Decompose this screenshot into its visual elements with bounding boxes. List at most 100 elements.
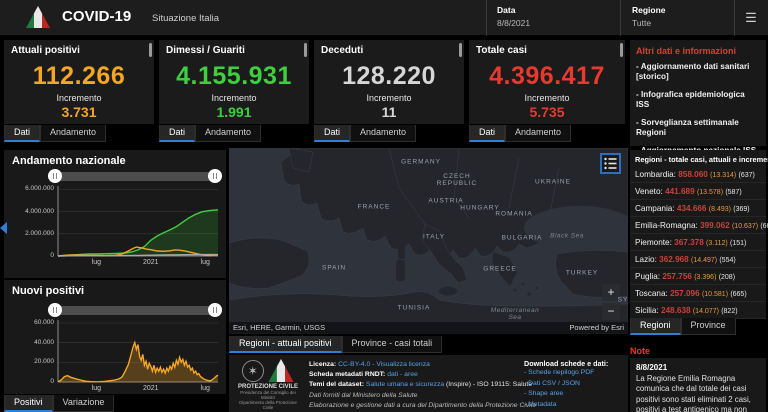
- region-total: 441.689: [665, 186, 695, 196]
- tab-variazione[interactable]: Variazione: [52, 395, 115, 412]
- tab-andamento[interactable]: Andamento: [505, 125, 572, 142]
- plus-icon: +: [607, 285, 615, 299]
- region-row: Emilia-Romagna: 399.062 (10.637) (661): [630, 217, 768, 234]
- tab-province-casi-totali[interactable]: Province - casi totali: [341, 336, 443, 353]
- tab-positivi[interactable]: Positivi: [4, 395, 53, 412]
- slider-handle-left[interactable]: [48, 169, 62, 183]
- download-title: Download schede e dati:: [524, 359, 609, 368]
- x-axis-tick: lug: [200, 259, 210, 266]
- sidebar-tabs: Regioni Province: [630, 318, 736, 335]
- map-tabs: Regioni - attuali positivi Province - ca…: [229, 336, 443, 353]
- region-incremento: (208): [718, 273, 736, 281]
- increment-value: 11: [381, 104, 397, 120]
- slider-handle-right[interactable]: [208, 303, 222, 317]
- card-scrollbar[interactable]: [459, 43, 462, 57]
- tab-dati[interactable]: Dati: [159, 125, 196, 142]
- download-link[interactable]: - Shape aree: [524, 390, 564, 397]
- map-zoom-out-button[interactable]: −: [602, 303, 620, 320]
- region-attuali: (14.077): [692, 307, 719, 315]
- panel-title: Andamento nazionale: [12, 155, 126, 167]
- card-tabs: Dati Andamento: [159, 125, 262, 142]
- region-total: 248.638: [660, 305, 691, 315]
- y-axis-tick: 0: [50, 378, 54, 385]
- tab-regioni[interactable]: Regioni: [630, 318, 681, 335]
- chart-plot: [57, 186, 219, 257]
- card-totale-casi: Totale casi 4.396.417 Incremento 5.735: [469, 40, 625, 124]
- download-link[interactable]: - Dati CSV / JSON: [524, 379, 580, 387]
- region-name: Piemonte:: [635, 237, 672, 247]
- download-block: Download schede e dati: - Schede riepilo…: [524, 359, 628, 410]
- collapse-panel-arrow-icon[interactable]: [0, 222, 7, 234]
- tab-dati[interactable]: Dati: [469, 125, 506, 142]
- tab-andamento[interactable]: Andamento: [350, 125, 417, 142]
- logo-subtitle: Dipartimento della Protezione Civile: [239, 400, 297, 410]
- card-scrollbar[interactable]: [304, 43, 307, 57]
- region-total: 399.062: [700, 220, 730, 230]
- sidebar-link[interactable]: - Infografica epidemiologica ISS: [636, 90, 745, 109]
- region-incremento: (587): [725, 188, 742, 196]
- increment-value: 5.735: [529, 104, 565, 120]
- note-section: Note 8/8/2021 La Regione Emilia Romagna …: [630, 340, 766, 412]
- card-scrollbar[interactable]: [620, 43, 623, 57]
- region-row: Piemonte: 367.378 (3.112) (151): [630, 234, 766, 251]
- region-row: Toscana: 257.096 (10.581) (665): [630, 285, 766, 302]
- logo-title: PROTEZIONE CIVILE: [237, 384, 298, 390]
- date-value[interactable]: 8/8/2021: [497, 18, 531, 28]
- region-name: Campania:: [635, 203, 675, 213]
- region-list: Lombardia: 858.060 (13.314) (637) Veneto:…: [630, 166, 768, 319]
- map-canvas[interactable]: + − Esri, HERE, Garmin, USGS Powered by …: [229, 148, 628, 334]
- license-block: Licenza: CC-BY-4.0 - Visualizza licenza …: [309, 360, 536, 411]
- tab-dati[interactable]: Dati: [4, 125, 41, 142]
- altri-dati-title: Altri dati e informazioni: [636, 46, 737, 56]
- map-zoom-in-button[interactable]: +: [602, 284, 620, 301]
- region-total: 257.756: [662, 271, 692, 281]
- slider-handle-right[interactable]: [208, 169, 222, 183]
- card-tabs: Dati Andamento: [469, 125, 572, 142]
- tab-dati[interactable]: Dati: [314, 125, 351, 142]
- download-links: - Schede riepilogo PDF - Dati CSV / JSON -…: [524, 368, 628, 410]
- increment-label: Incremento: [366, 93, 412, 103]
- temi-link[interactable]: Salute umana e sicurezza: [365, 381, 445, 389]
- x-axis-tick: lug: [200, 385, 210, 392]
- time-range-slider[interactable]: [54, 306, 220, 315]
- tab-regioni-attuali-positivi[interactable]: Regioni - attuali positivi: [229, 336, 342, 353]
- card-attuali-positivi: Attuali positivi 112.266 Incremento 3.73…: [4, 40, 154, 124]
- map-country-label: Black Sea: [550, 232, 584, 240]
- temi-rest: (Inspire) - ISO 19115: Salute: [446, 381, 533, 389]
- attribution-esri[interactable]: Powered by Esri: [569, 323, 624, 332]
- region-name: Sicilia:: [635, 305, 659, 315]
- region-total: 858.060: [678, 169, 708, 179]
- map-country-label: BULGARIA: [501, 234, 543, 242]
- download-link[interactable]: - Metadata: [524, 400, 557, 408]
- increment-label: Incremento: [524, 93, 570, 103]
- map-country-label: HUNGARY: [460, 204, 500, 212]
- map-country-label: SY: [617, 296, 628, 304]
- region-attuali: (10.581): [701, 290, 729, 298]
- rndt-link[interactable]: dati - aree: [387, 371, 418, 379]
- time-range-slider[interactable]: [54, 172, 220, 181]
- licenza-link[interactable]: CC-BY-4.0 - Visualizza licenza: [338, 361, 430, 368]
- map-country-label: FRANCE: [357, 203, 391, 211]
- header-bar: COVID-19 Situazione Italia Data 8/8/2021…: [0, 0, 768, 36]
- card-scrollbar[interactable]: [149, 43, 152, 57]
- map-legend-button[interactable]: [600, 153, 621, 174]
- card-dimessi-guariti: Dimessi / Guariti 4.155.931 Incremento 1…: [159, 40, 309, 124]
- tab-province[interactable]: Province: [680, 318, 736, 335]
- region-incremento: (637): [738, 171, 755, 179]
- tab-andamento[interactable]: Andamento: [40, 125, 107, 142]
- region-attuali: (10.637): [731, 222, 759, 230]
- attribution-sources: Esri, HERE, Garmin, USGS: [233, 323, 326, 332]
- card-title: Totale casi: [476, 45, 527, 56]
- sidebar-link[interactable]: - Aggiornamento dati sanitari [storico]: [636, 62, 750, 81]
- region-value[interactable]: Tutte: [632, 18, 652, 28]
- map-country-label: AUSTRIA: [428, 197, 464, 205]
- card-tabs: Dati Andamento: [4, 125, 107, 142]
- panel-andamento-nazionale: Andamento nazionale 0 2.000.000 4.000.000 6…: [4, 150, 226, 278]
- sidebar-link[interactable]: - Sorveglianza settimanale Regioni: [636, 118, 739, 137]
- hamburger-menu-icon[interactable]: ☰: [745, 10, 757, 25]
- tab-andamento[interactable]: Andamento: [195, 125, 262, 142]
- map-country-label: CZECH REPUBLIC: [436, 173, 478, 187]
- region-attuali: (14.497): [691, 256, 718, 264]
- download-link[interactable]: - Schede riepilogo PDF: [524, 369, 595, 376]
- slider-handle-left[interactable]: [48, 303, 62, 317]
